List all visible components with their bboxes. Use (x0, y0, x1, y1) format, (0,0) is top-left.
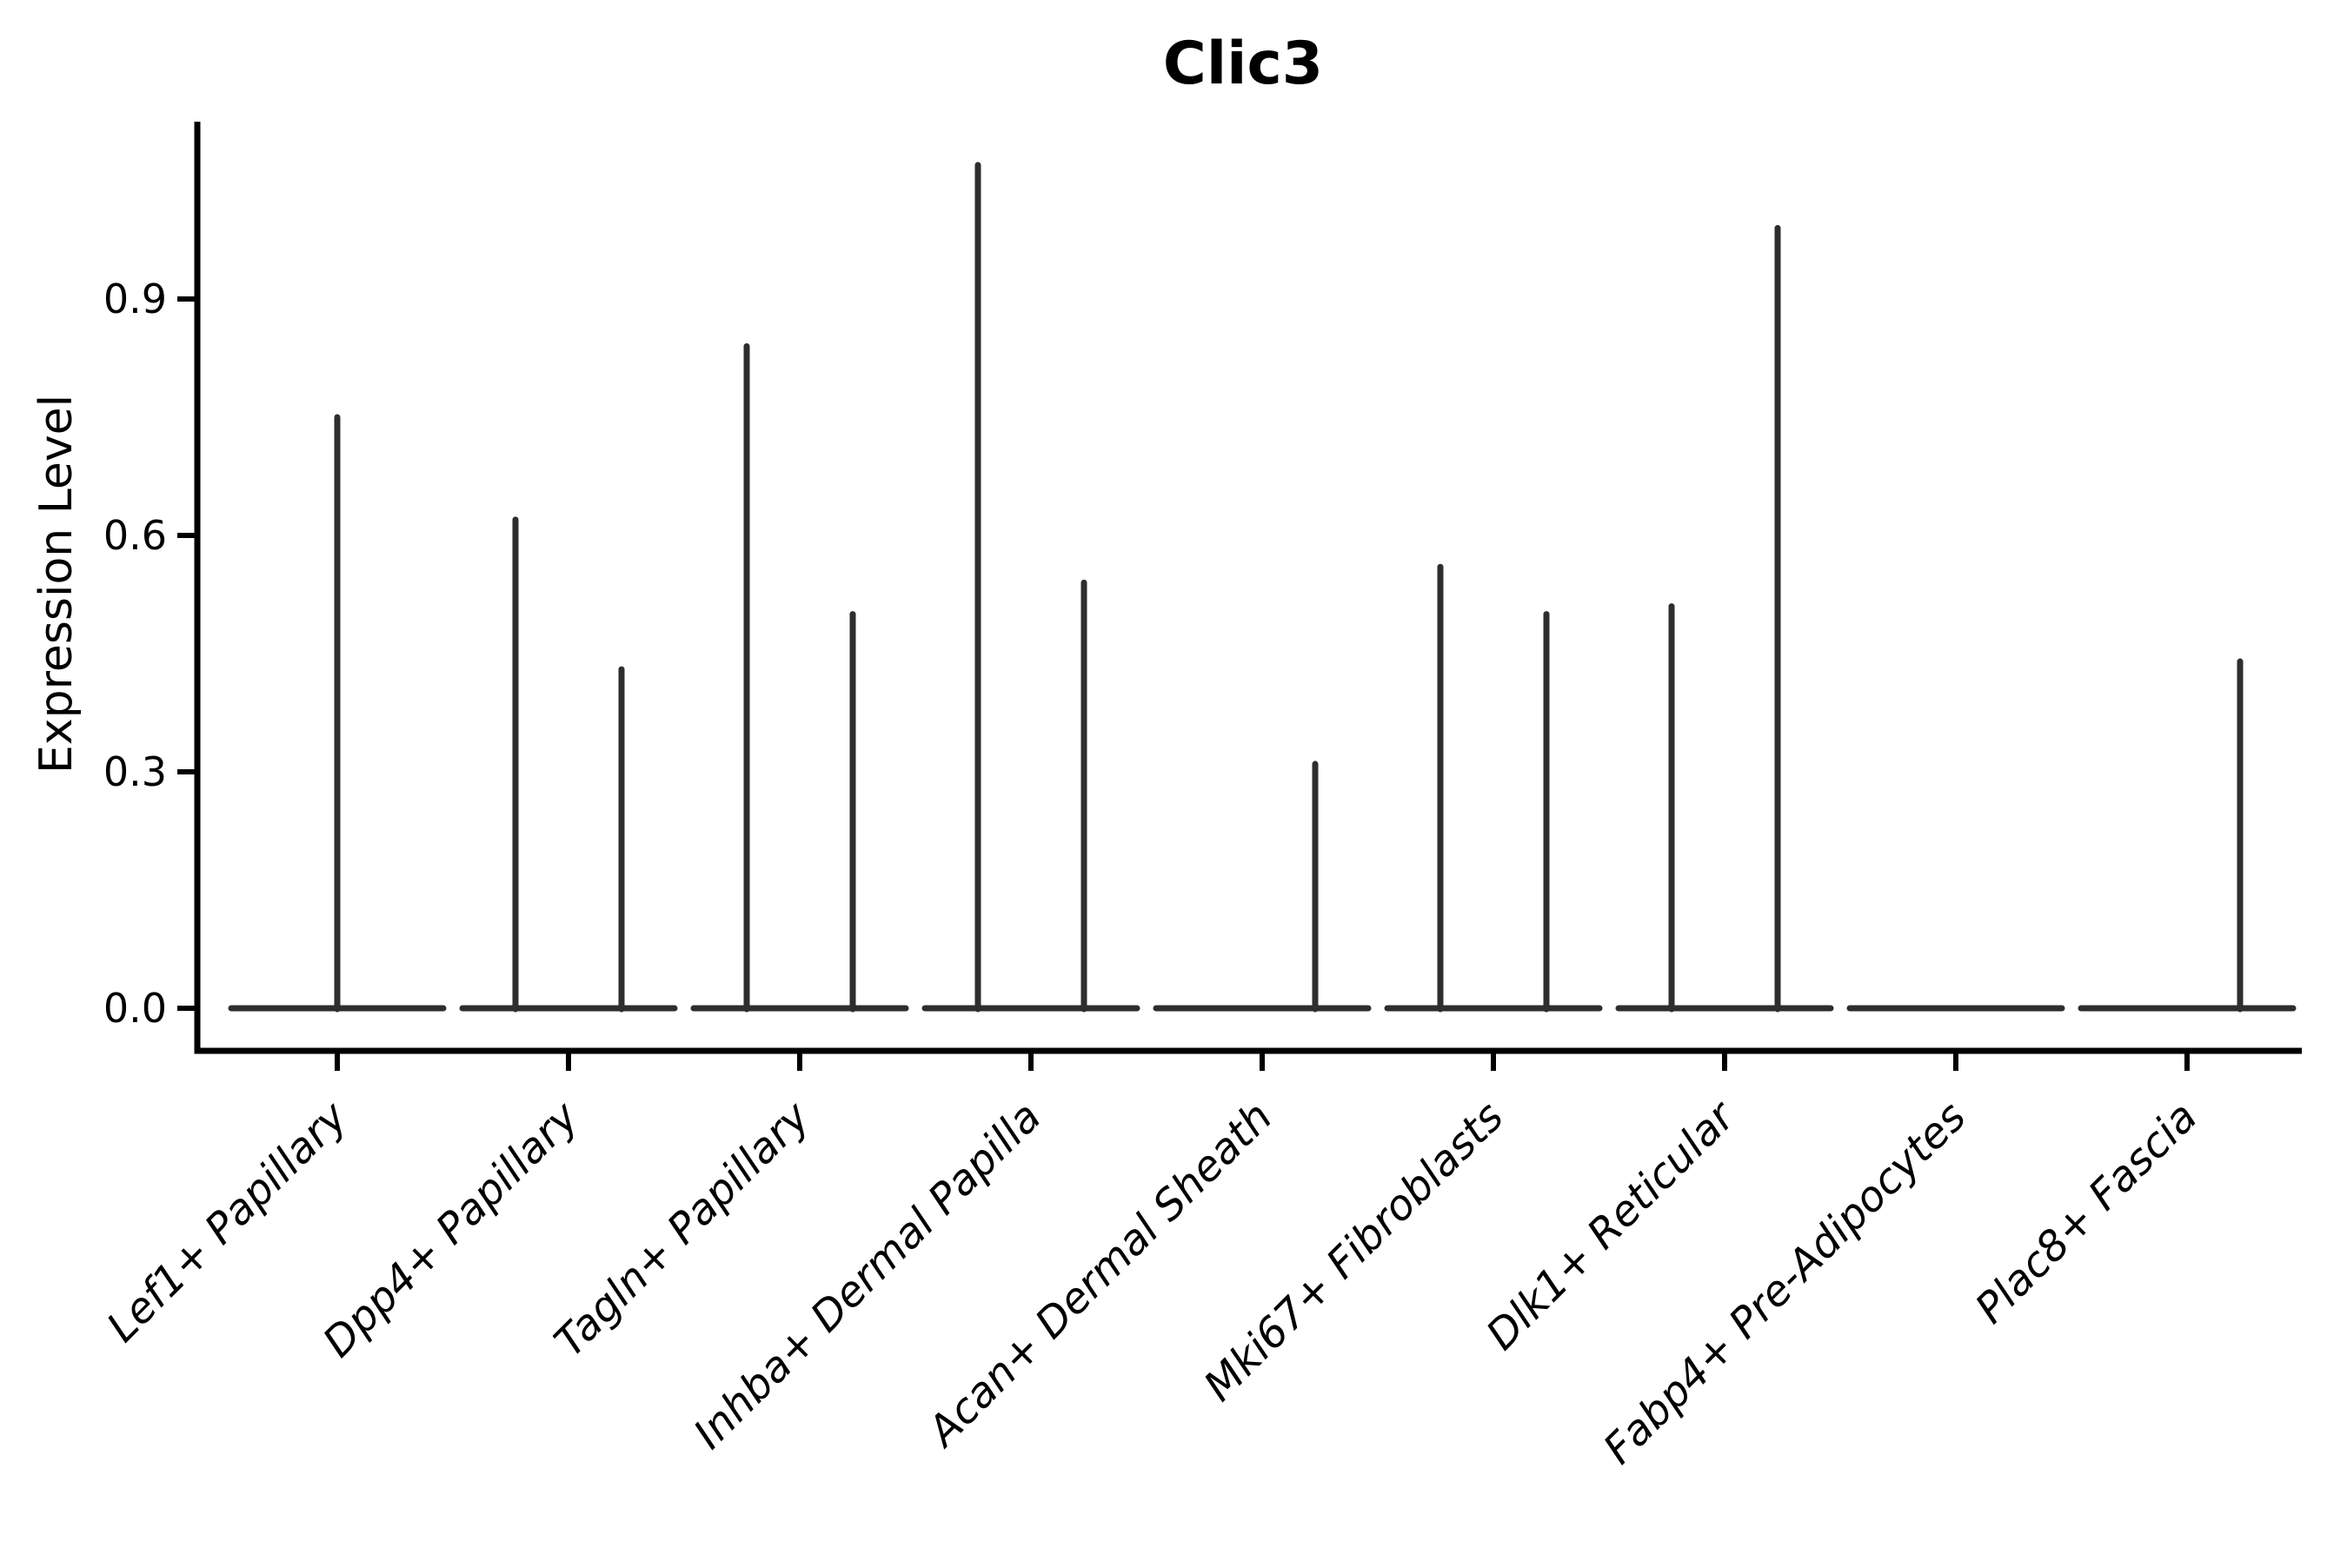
y-tick-label: 0.0 (103, 985, 167, 1032)
violin-category (1615, 224, 1834, 1013)
y-tick-label: 0.3 (103, 748, 167, 795)
x-tick-label: Tagln+ Papillary (545, 1092, 820, 1366)
violin-category (690, 342, 909, 1013)
violin-category (1153, 761, 1372, 1013)
y-tick-label: 0.9 (103, 276, 167, 322)
x-tick-label: Dlk1+ Reticular (1477, 1091, 1746, 1360)
x-tick-label: Plac8+ Fascia (1966, 1093, 2207, 1333)
x-tick-label: Dpp4+ Papillary (314, 1092, 588, 1366)
violin-category (921, 162, 1140, 1013)
chart-title: Clic3 (1163, 30, 1323, 98)
violin-category (228, 414, 447, 1013)
violin-category (459, 516, 678, 1013)
x-tick-label: Lef1+ Papillary (97, 1092, 357, 1352)
violin-category (2078, 658, 2297, 1013)
violin-category (1384, 563, 1603, 1013)
y-tick-label: 0.6 (103, 512, 167, 559)
y-axis-label: Expression Level (30, 395, 83, 774)
